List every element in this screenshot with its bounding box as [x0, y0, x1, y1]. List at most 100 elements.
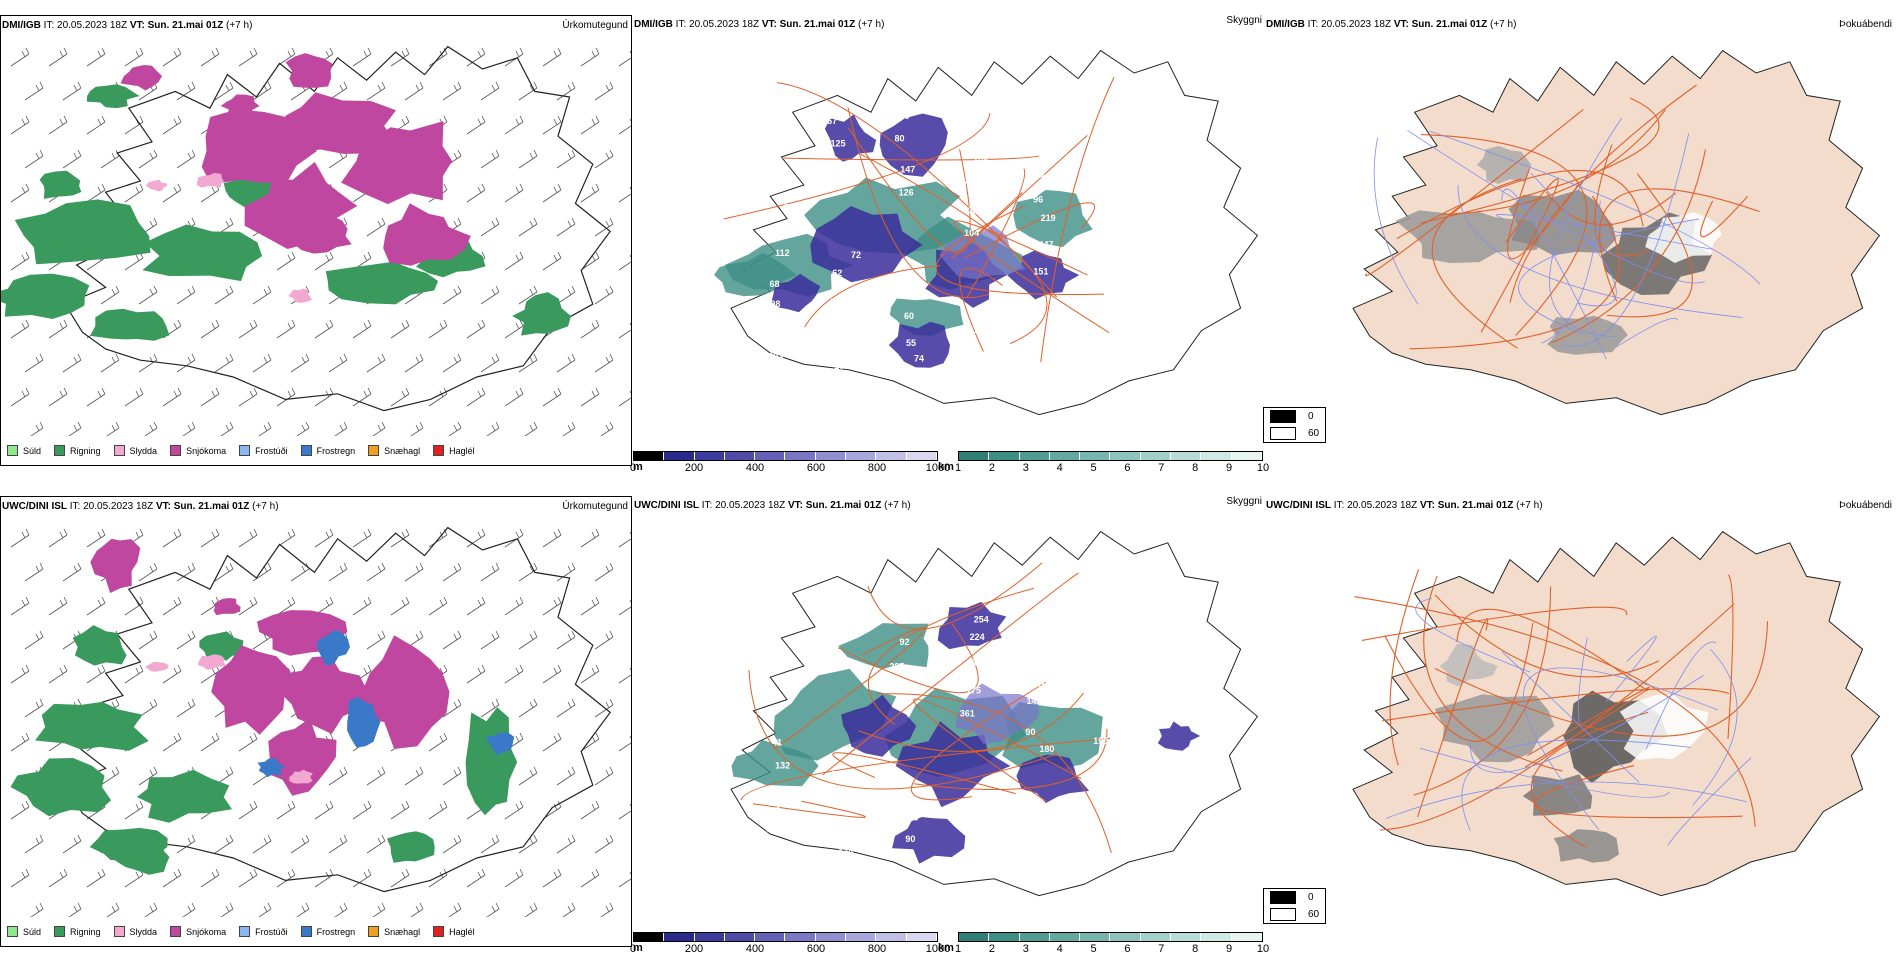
snow-area [341, 121, 453, 205]
vis-bar-tick: 3 [1022, 943, 1029, 955]
rain-area [35, 701, 149, 751]
snow-area [274, 92, 397, 155]
fog-panel-title: Þokuábendi [1839, 500, 1892, 511]
legend-label: Rigning [70, 445, 101, 456]
sleet-area [196, 172, 224, 188]
precip-panel-title: Úrkomutegund [562, 20, 628, 31]
mid-cloud-area [939, 225, 1026, 280]
legend-label: Frostúði [255, 445, 288, 456]
legend-swatch [7, 445, 18, 456]
rain-area [39, 170, 82, 199]
fog-panel: DMI/IGB IT: 20.05.2023 18Z VT: Sun. 21.m… [1263, 15, 1900, 475]
panel-header: UWC/DINI ISL IT: 20.05.2023 18Z VT: Sun.… [2, 501, 279, 512]
freezing-rain-area [486, 732, 515, 756]
cloud-base-label: 96 [1033, 194, 1043, 204]
cloud-bar-tick: 800 [867, 462, 887, 474]
freezing-rain-area [316, 629, 350, 667]
cloud-bar-tick: 400 [745, 462, 765, 474]
cloud-base-label: 108 [973, 156, 988, 166]
cloud-base-label: 125 [831, 139, 846, 149]
cloud-base-label: 230 [837, 819, 852, 829]
legend-swatch [433, 926, 445, 937]
legend-item: Rigning [54, 445, 101, 456]
cloud-base-label: 361 [960, 708, 975, 718]
cloud-panel: UWC/DINI ISL IT: 20.05.2023 18Z VT: Sun.… [630, 496, 1269, 956]
cloud-base-label: 122 [960, 176, 975, 186]
rivers [1373, 117, 1761, 360]
legend-label: Rigning [70, 926, 101, 937]
cloud-base-label: 112 [775, 248, 790, 258]
legend-label: Súld [23, 445, 42, 456]
cloud-bar-tick: 200 [684, 462, 704, 474]
init-label: IT: [43, 20, 55, 31]
visibility-colorbar: 1 2 3 4 5 6 7 8 9 10 [955, 932, 1269, 956]
sleet-area [146, 179, 168, 192]
rain-area [325, 261, 439, 305]
valid-label: VT: [1419, 500, 1435, 511]
legend-item: Snjókoma [170, 926, 226, 937]
cloud-base-label: 55 [906, 338, 916, 348]
cloud-bar-tick: 600 [806, 462, 826, 474]
fog-legend-max: 60 [1308, 428, 1320, 439]
cloud-base-label: 92 [900, 637, 910, 647]
cloud-base-label: 73 [901, 289, 911, 299]
cloud-base-label: 90 [905, 834, 915, 844]
visibility-area [1013, 190, 1093, 248]
rain-area [86, 84, 140, 109]
fog-panel-title: Þokuábendi [1839, 19, 1892, 30]
legend-item: Haglél [433, 926, 475, 937]
lead-time: (+7 h) [1516, 500, 1543, 511]
legend-swatch [239, 445, 251, 456]
cloud-panel-title: Skyggni [1226, 15, 1262, 26]
roads [740, 562, 1112, 853]
snow-area [285, 53, 333, 88]
legend-item: Snjókoma [170, 445, 226, 456]
cloud-base-label: 25 [1109, 688, 1119, 698]
cloud-base-label: 44 [1119, 164, 1129, 174]
cloud-base-label: 108 [981, 132, 996, 142]
sleet-area [198, 654, 227, 670]
init-label: IT: [1307, 19, 1319, 30]
cloud-base-label: 230 [766, 806, 781, 816]
panel-header: DMI/IGB IT: 20.05.2023 18Z VT: Sun. 21.m… [2, 20, 252, 31]
cloud-bar-tick: 400 [745, 943, 765, 955]
model-name: DMI/IGB [2, 20, 41, 31]
cloud-base-label: 117 [1098, 764, 1113, 774]
cloud-base-label: 141 [760, 585, 775, 595]
init-time: 20.05.2023 18Z [57, 20, 128, 31]
low-cloud-area [841, 694, 917, 757]
freezing-rain-area [257, 758, 286, 778]
init-time: 20.05.2023 18Z [715, 500, 786, 511]
cloud-base-label: 286 [904, 596, 919, 606]
low-cloud-area [1016, 754, 1090, 803]
init-time: 20.05.2023 18Z [689, 19, 760, 30]
legend-label: Frostúði [255, 926, 288, 937]
cloud-base-label: 80 [978, 101, 988, 111]
rain-area [10, 758, 112, 817]
legend-item: Snæhagl [368, 926, 420, 937]
visibility-area [731, 740, 819, 787]
cloud-base-label: 57 [831, 770, 841, 780]
legend-item: Slydda [113, 445, 157, 456]
vis-bar-tick: 7 [1158, 462, 1165, 474]
init-label: IT: [69, 501, 81, 512]
vis-bar-tick: 10 [1256, 462, 1270, 474]
cloud-base-label: 285 [889, 661, 904, 671]
valid-time: Sun. 21.mai 01Z [1437, 500, 1514, 511]
rain-area [1, 273, 90, 319]
cloud-base-label: 254 [974, 615, 989, 625]
vis-bar-tick: 4 [1056, 943, 1063, 955]
sleet-area [289, 769, 313, 784]
fog-map [1352, 530, 1881, 897]
rain-area [90, 308, 170, 341]
cloud-base-label: 385 [968, 205, 983, 215]
cloud-map: 141 63 285 361 180 75 320 142 92 175 90 117 230 134 11… [730, 530, 1259, 897]
rain-area [199, 631, 246, 661]
cloud-base-label: 74 [1116, 140, 1126, 150]
vis-bar-tick: 8 [1192, 462, 1199, 474]
low-cloud-area [888, 321, 950, 368]
cloud-base-label: 111 [907, 613, 921, 623]
model-name: UWC/DINI ISL [1266, 500, 1331, 511]
cloud-map: 131 125 126 104 151 66 293 67 147 385 447 800 115 101… [714, 49, 1259, 416]
legend-swatch [433, 445, 445, 456]
